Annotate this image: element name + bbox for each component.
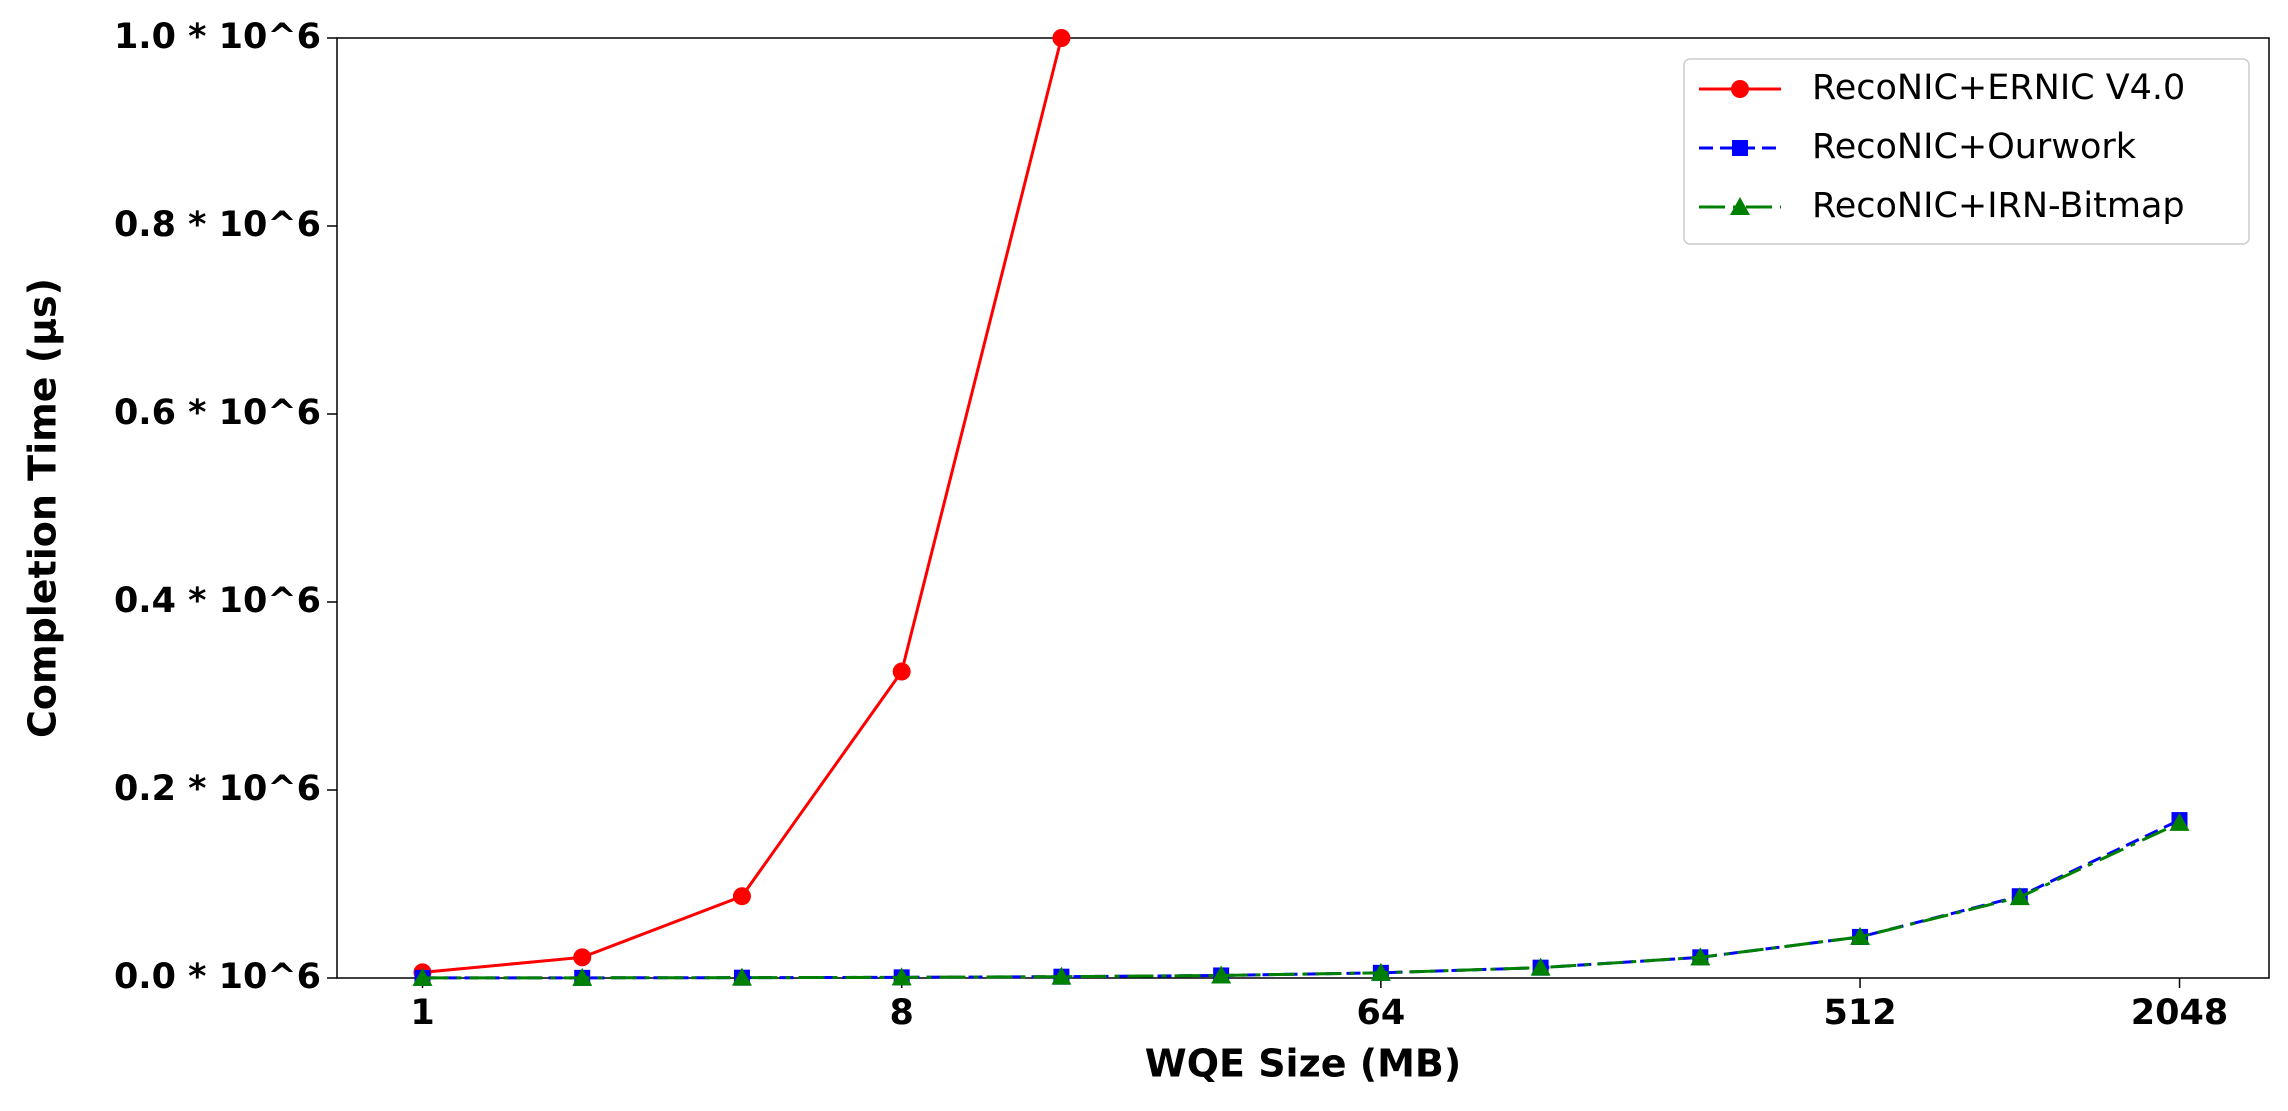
marker (1051, 966, 1072, 985)
plot-frame (336, 37, 2270, 979)
marker (1052, 29, 1071, 47)
marker (573, 948, 592, 967)
y-tick-label: 1.0 * 10^6 (114, 17, 321, 57)
marker (731, 967, 752, 986)
legend-label: RecoNIC+IRN-Bitmap (1812, 186, 2185, 226)
marker (2009, 887, 2030, 906)
marker (1850, 926, 1871, 945)
marker (1731, 80, 1749, 98)
legend-box (1683, 58, 2250, 245)
x-tick-label: 8 (890, 993, 914, 1033)
marker (572, 967, 593, 986)
marker (1730, 197, 1750, 215)
marker (891, 967, 912, 986)
marker (412, 967, 433, 986)
marker (1690, 947, 1711, 966)
marker (1370, 962, 1391, 981)
marker (1211, 965, 1232, 984)
marker (732, 887, 751, 906)
series-line (422, 37, 1063, 974)
marker (2169, 812, 2190, 831)
marker (1530, 957, 1551, 976)
x-tick-label: 1 (410, 993, 434, 1033)
y-axis-label: Completion Time (µs) (21, 278, 65, 738)
x-tick-label: 512 (1824, 993, 1897, 1033)
y-tick-label: 0.6 * 10^6 (114, 393, 321, 433)
y-tick-label: 0.8 * 10^6 (114, 205, 321, 245)
x-tick-label: 64 (1357, 993, 1406, 1033)
series-line (422, 821, 2181, 980)
legend-label: RecoNIC+Ourwork (1812, 127, 2137, 167)
marker (1732, 140, 1748, 156)
y-tick-label: 0.0 * 10^6 (114, 957, 321, 997)
x-axis-label: WQE Size (MB) (1145, 1042, 1461, 1086)
series-line (422, 818, 2181, 980)
legend-label: RecoNIC+ERNIC V4.0 (1812, 68, 2185, 108)
marker (892, 662, 911, 681)
y-tick-label: 0.2 * 10^6 (114, 769, 321, 809)
y-tick-label: 0.4 * 10^6 (114, 581, 321, 621)
x-tick-label: 2048 (2131, 993, 2228, 1033)
